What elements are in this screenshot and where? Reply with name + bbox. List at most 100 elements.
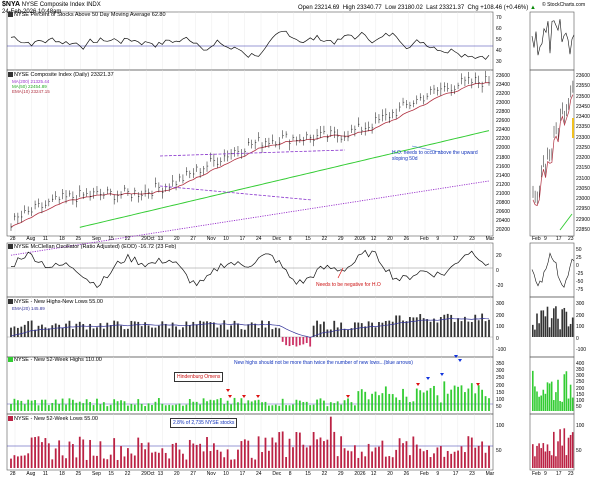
x-tick-label: 28 <box>10 236 16 242</box>
mini-new-lows-bar <box>565 455 568 468</box>
nh-nl-bar <box>281 337 284 342</box>
new-highs-bar <box>477 385 480 411</box>
nh-nl-bar <box>151 327 153 337</box>
new-lows-bar <box>109 454 112 468</box>
new-lows-bar <box>378 446 380 468</box>
x-tick-label: 28 <box>10 471 16 477</box>
new-highs-bar <box>316 399 318 411</box>
mini-nh-nl-bar <box>534 329 536 337</box>
new-highs-bar <box>41 399 43 411</box>
x-tick-label: 2026 <box>354 471 366 477</box>
new-highs-bar <box>151 404 153 411</box>
x-tick-label: Mar <box>485 236 495 242</box>
new-highs-bar <box>192 401 195 411</box>
new-lows-bar <box>116 459 119 468</box>
blue-arrow-icon <box>426 377 430 380</box>
y-tick-label: 30 <box>496 59 502 65</box>
x-tick-label: 25 <box>75 471 82 477</box>
y-tick-label: 100 <box>496 396 505 403</box>
new-lows-bar <box>429 457 432 468</box>
new-lows-bar <box>113 438 116 468</box>
new-lows-bar <box>254 459 257 468</box>
open-value: Open 23214.69 <box>298 5 340 11</box>
nh-nl-bar <box>237 323 239 337</box>
new-highs-bar <box>202 398 205 411</box>
new-highs-bar <box>446 393 449 411</box>
new-lows-bar <box>371 451 373 468</box>
series-marker-icon <box>8 12 13 17</box>
mini-new-highs-bar <box>553 400 555 411</box>
red-arrow-icon <box>242 395 246 398</box>
new-lows-bar <box>13 455 16 468</box>
new-highs-bar <box>209 399 212 411</box>
nh-nl-bar <box>54 323 57 337</box>
new-highs-bar <box>453 385 456 411</box>
new-lows-bar <box>436 447 439 468</box>
new-lows-annotation: 2.8% of 2,735 NYSE stocks <box>170 418 238 428</box>
x-tick-label: 29Oct <box>141 236 155 242</box>
new-highs-bar <box>247 400 250 411</box>
nh-nl-bar <box>395 315 398 337</box>
new-highs-bar <box>34 400 36 411</box>
mini-new-lows-bar <box>548 450 551 468</box>
nh-nl-bar <box>391 321 394 337</box>
y-tick-label: 22800 <box>496 109 510 116</box>
mini-new-lows-bar <box>546 444 549 468</box>
new-highs-bar <box>302 402 305 411</box>
symbol: $NYA <box>2 1 21 8</box>
new-highs-bar <box>433 385 435 411</box>
new-lows-bar <box>140 443 143 468</box>
y-tick-label: 20600 <box>496 208 510 215</box>
mini-y-tick-label: 23450 <box>576 103 590 110</box>
mini-new-lows-bar <box>532 444 534 468</box>
new-lows-bar <box>154 451 157 468</box>
nh-nl-bar <box>144 322 147 337</box>
new-lows-bar <box>439 446 442 468</box>
y-tick-label: 22000 <box>496 145 510 152</box>
change-up-icon: ▲ <box>529 5 536 11</box>
mini-new-lows-bar <box>550 455 553 468</box>
nh-nl-bar <box>326 329 329 337</box>
new-lows-bar <box>364 456 367 468</box>
mini-new-lows-bar <box>557 441 559 468</box>
new-lows-bar <box>212 443 215 468</box>
new-lows-bar <box>51 459 54 468</box>
nh-nl-bar <box>453 321 456 337</box>
new-lows-bar <box>329 416 332 468</box>
nh-nl-bar <box>488 319 490 337</box>
new-lows-bar <box>470 437 473 468</box>
new-highs-bar <box>99 404 102 411</box>
nh-nl-bar <box>323 321 325 337</box>
nh-nl-bar <box>164 323 167 337</box>
new-lows-bar <box>82 439 85 468</box>
new-lows-bar <box>433 453 435 468</box>
x-tick-label: 17 <box>239 236 246 242</box>
annotation-pointer <box>411 145 441 153</box>
mini-new-highs-bar <box>559 401 561 411</box>
new-highs-bar <box>137 399 140 411</box>
channel-upper-line <box>159 149 346 157</box>
new-highs-bar <box>113 399 116 411</box>
new-highs-bar <box>450 389 453 411</box>
new-highs-bar <box>481 389 484 411</box>
nh-nl-bar <box>226 329 229 337</box>
x-tick-label: 17 <box>452 236 459 242</box>
mini-new-highs-bar <box>561 401 563 411</box>
new-lows-bar <box>316 439 318 468</box>
new-lows-bar <box>484 452 487 468</box>
mini-new-highs-bar <box>557 379 559 411</box>
mini-y-tick-label: 23050 <box>576 185 590 192</box>
nh-nl-bar <box>274 327 277 337</box>
new-highs-bar <box>96 398 98 411</box>
mini-nh-nl-bar <box>536 313 538 337</box>
mini-y-tick-label: 23400 <box>576 114 590 121</box>
nh-nl-bar <box>212 322 215 337</box>
new-highs-bar <box>182 405 184 411</box>
new-lows-bar <box>195 444 198 468</box>
mini-y-tick-label: 50 <box>576 404 582 410</box>
new-highs-bar <box>381 393 384 411</box>
nh-nl-bar <box>61 328 64 337</box>
nh-nl-bar <box>102 328 105 337</box>
y-tick-label: 60 <box>496 26 502 32</box>
mini-nh-nl-bar <box>557 318 559 337</box>
